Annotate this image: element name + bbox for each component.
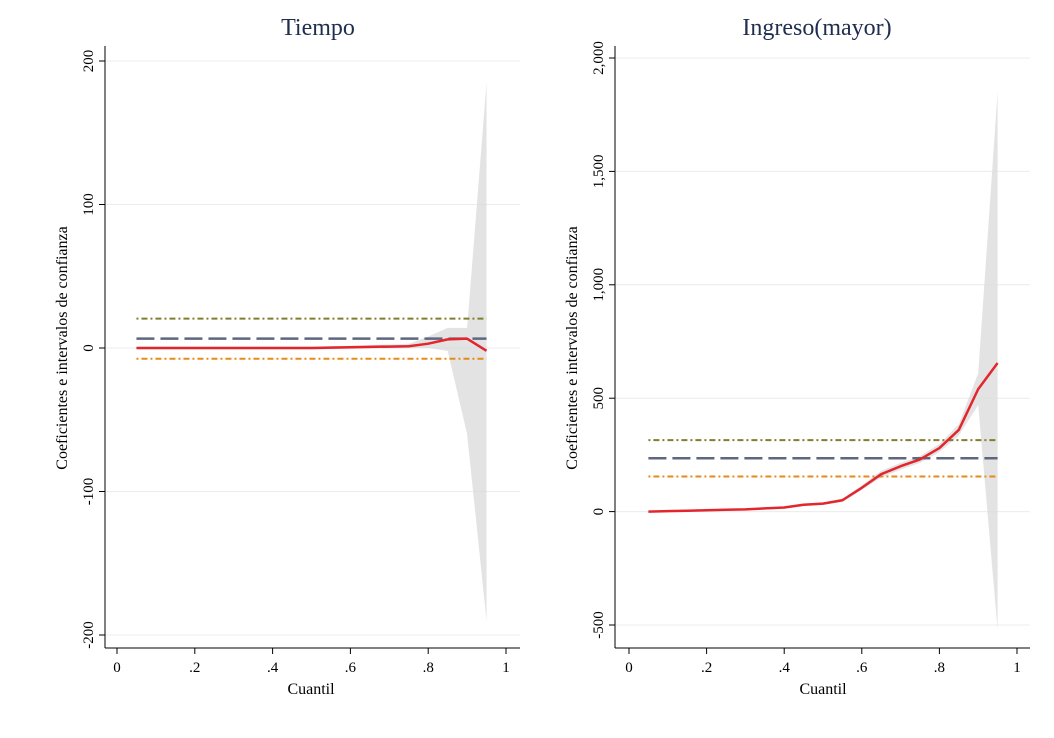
x-tick-label: 1 <box>502 660 510 676</box>
x-axis-label: Cuantil <box>287 681 335 698</box>
y-tick-label: 1,000 <box>591 268 607 302</box>
y-tick-label: 200 <box>81 50 97 73</box>
x-tick-label: .8 <box>423 660 434 676</box>
panel-title: Ingreso(mayor) <box>742 15 891 41</box>
y-tick-label: 0 <box>591 508 607 515</box>
x-tick-label: .6 <box>345 660 357 676</box>
x-axis-label: Cuantil <box>799 681 847 698</box>
y-tick-label: 500 <box>591 387 607 410</box>
lines-layer <box>648 362 999 513</box>
y-ticks: -500 0 500 1,000 1,500 2,000 <box>591 41 615 639</box>
y-axis-label: Coeficientes e intervalos de confianza <box>54 226 71 469</box>
y-tick-label: -200 <box>81 621 97 649</box>
panel-tiempo: Tiempo Cuantil Coeficientes e intervalos… <box>54 15 520 698</box>
lines-layer <box>136 317 488 360</box>
y-tick-label: -100 <box>81 478 97 506</box>
x-tick-label: .4 <box>779 660 791 676</box>
y-axis-label: Coeficientes e intervalos de confianza <box>564 226 581 469</box>
y-tick-label: 100 <box>81 193 97 216</box>
y-tick-label: 2,000 <box>591 41 607 75</box>
y-tick-label: 1,500 <box>591 155 607 189</box>
quantile-coefficient-line <box>648 362 999 513</box>
x-ticks: 0 .2 .4 .6 .8 1 <box>625 648 1021 676</box>
x-tick-label: .2 <box>189 660 200 676</box>
grid <box>616 57 1030 626</box>
y-ticks: -200 -100 0 100 200 <box>81 50 105 649</box>
quantile-coefficient-line <box>136 337 488 352</box>
x-tick-label: 0 <box>113 660 121 676</box>
panel-title: Tiempo <box>281 15 355 41</box>
y-tick-label: 0 <box>81 344 97 352</box>
x-tick-label: 1 <box>1013 660 1021 676</box>
x-ticks: 0 .2 .4 .6 .8 1 <box>113 648 510 676</box>
y-tick-label: -500 <box>591 611 607 639</box>
x-tick-label: .2 <box>701 660 712 676</box>
x-tick-label: .6 <box>856 660 868 676</box>
panel-ingreso-mayor: Ingreso(mayor) Cuantil Coeficientes e in… <box>564 15 1030 698</box>
x-tick-label: .4 <box>267 660 279 676</box>
x-tick-label: .8 <box>934 660 945 676</box>
x-tick-label: 0 <box>625 660 633 676</box>
